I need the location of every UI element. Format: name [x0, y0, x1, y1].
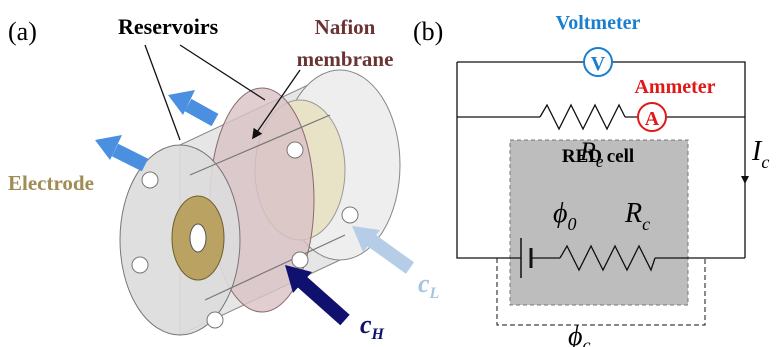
reservoirs-label: Reservoirs	[118, 14, 219, 39]
subscript: c	[642, 214, 650, 234]
symbol: R	[624, 198, 642, 229]
ammeter-label: Ammeter	[634, 76, 715, 98]
voltmeter-symbol: V	[591, 53, 606, 75]
symbol: ϕ	[568, 321, 583, 347]
electrode-label: Electrode	[8, 171, 94, 195]
subscript: H	[371, 326, 385, 343]
panel-a: (a) Reservoirs Nafion membrane Electrode…	[8, 14, 440, 343]
subscript: 0	[568, 214, 577, 234]
voltmeter-label: Voltmeter	[556, 12, 641, 34]
current: Ic	[751, 136, 769, 172]
panel-b: (b) V Voltmeter A Ammeter Re Ic RED cell…	[413, 12, 769, 347]
subscript: L	[429, 285, 440, 302]
symbol: c	[360, 310, 372, 339]
subscript: c	[761, 152, 769, 172]
symbol: ϕ	[553, 198, 568, 229]
panel-label: (b)	[413, 17, 443, 46]
device	[120, 45, 400, 335]
cell-voltage: ϕc	[568, 321, 591, 347]
subscript: c	[583, 335, 591, 347]
membrane-label: Nafion	[315, 15, 376, 39]
c-high: cH	[360, 310, 385, 343]
c-low: cL	[418, 269, 440, 302]
figure: (a) Reservoirs Nafion membrane Electrode…	[0, 0, 779, 347]
panel-label: (a)	[8, 17, 37, 46]
ammeter-symbol: A	[645, 108, 660, 130]
symbol: c	[418, 269, 430, 298]
membrane-label: membrane	[297, 47, 394, 71]
red-cell-title: RED cell	[562, 146, 634, 167]
